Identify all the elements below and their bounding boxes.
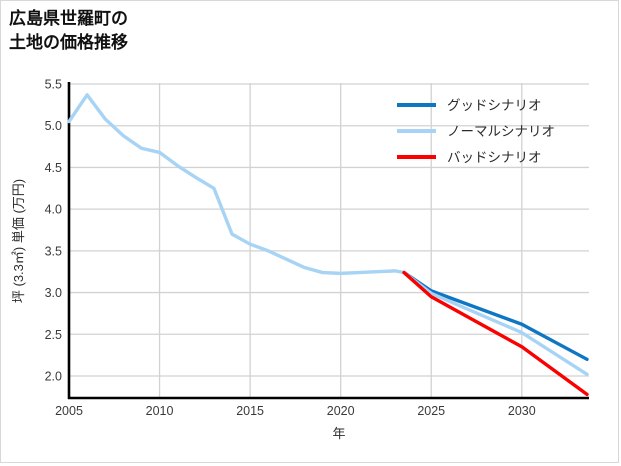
x-tick-label: 2005 <box>55 404 83 418</box>
y-axis-tick-labels: 2.0 2.5 3.0 3.5 4.0 4.5 5.0 5.5 <box>45 78 62 384</box>
y-tick-label: 4.5 <box>45 161 62 175</box>
page-title: 広島県世羅町の 土地の価格推移 <box>9 9 128 53</box>
legend-label: ノーマルシナリオ <box>447 124 555 139</box>
x-tick-label: 2030 <box>508 404 536 418</box>
y-tick-label: 4.0 <box>45 203 62 217</box>
y-tick-label: 5.5 <box>45 78 62 92</box>
x-axis-title: 年 <box>332 426 345 441</box>
legend-label: バッドシナリオ <box>447 150 542 165</box>
y-tick-label: 3.0 <box>45 286 62 300</box>
x-tick-label: 2020 <box>327 404 355 418</box>
legend-label: グッドシナリオ <box>447 98 542 113</box>
x-tick-label: 2015 <box>236 404 264 418</box>
data-series-group <box>67 93 589 397</box>
x-axis-tick-labels: 2005 2010 2015 2020 2025 2030 <box>55 404 536 418</box>
y-tick-label: 5.0 <box>45 119 62 133</box>
y-tick-label: 2.5 <box>45 328 62 342</box>
y-tick-label: 2.0 <box>45 370 62 384</box>
y-tick-label: 3.5 <box>45 244 62 258</box>
series-line <box>402 270 589 397</box>
x-tick-label: 2025 <box>417 404 445 418</box>
x-tick-label: 2010 <box>146 404 174 418</box>
y-axis-title: 坪 (3.3㎡) 単価 (万円) <box>11 179 26 303</box>
series-line <box>67 93 406 276</box>
axis-lines <box>67 82 589 400</box>
